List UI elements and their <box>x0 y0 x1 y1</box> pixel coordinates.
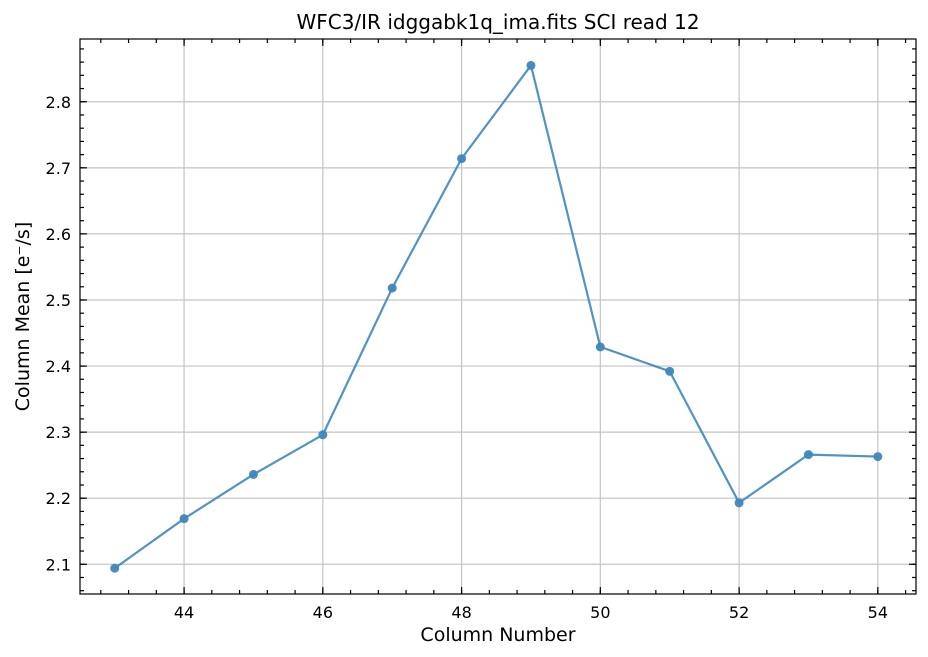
data-point <box>803 450 813 460</box>
data-point <box>526 60 536 70</box>
ticks <box>80 39 916 594</box>
data-point <box>873 452 883 462</box>
y-tick-label: 2.3 <box>46 423 71 442</box>
y-tick-label: 2.1 <box>46 555 71 574</box>
data-point <box>248 469 258 479</box>
x-tick-label: 48 <box>451 603 471 622</box>
data-point <box>179 514 189 524</box>
data-point <box>595 342 605 352</box>
chart-title: WFC3/IR idggabk1q_ima.fits SCI read 12 <box>296 10 699 34</box>
grid <box>80 39 916 594</box>
y-tick-label: 2.4 <box>46 357 71 376</box>
data-point <box>665 366 675 376</box>
y-tick-label: 2.6 <box>46 225 71 244</box>
y-tick-label: 2.2 <box>46 489 71 508</box>
x-tick-label: 46 <box>313 603 333 622</box>
y-tick-label: 2.5 <box>46 291 71 310</box>
series-layer <box>110 60 883 573</box>
tick-labels: 44 46 48 50 52 54 2.1 2.2 2.3 2.4 2.5 2.6 2.7 2.8 <box>46 93 888 622</box>
y-axis-label: Column Mean [e⁻/s] <box>12 222 34 411</box>
plot-frame <box>79 38 917 595</box>
x-axis-label: Column Number <box>420 624 575 646</box>
data-point <box>110 563 120 573</box>
data-point <box>387 283 397 293</box>
y-tick-label: 2.8 <box>46 93 71 112</box>
x-tick-label: 44 <box>174 603 194 622</box>
x-tick-label: 50 <box>590 603 610 622</box>
x-tick-label: 54 <box>868 603 888 622</box>
data-point <box>457 154 467 164</box>
series-line <box>114 64 878 570</box>
y-tick-label: 2.7 <box>46 159 71 178</box>
data-point <box>734 498 744 508</box>
x-tick-label: 52 <box>729 603 749 622</box>
data-point <box>318 430 328 440</box>
